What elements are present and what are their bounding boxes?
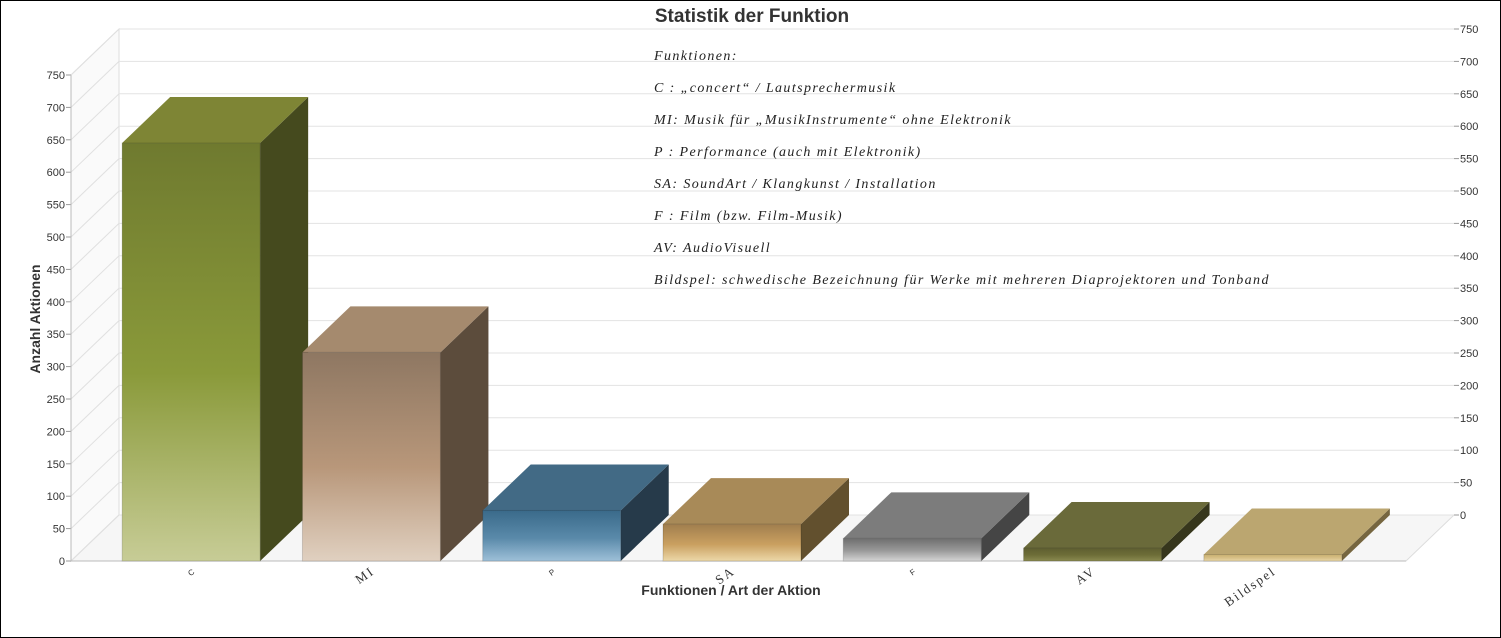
y-tick-label-right: 650 <box>1460 89 1478 101</box>
grid-line-diagonal <box>70 449 120 497</box>
grid-line-diagonal <box>70 482 120 529</box>
y-tick-label: 0 <box>59 556 65 568</box>
y-tick-label: 450 <box>47 264 65 276</box>
annotation-line: P : Performance (auch mit Elektronik) <box>653 145 922 160</box>
y-tick-label: 300 <box>47 362 65 374</box>
grid-line-diagonal <box>70 190 120 238</box>
bar-top <box>302 306 489 353</box>
bar-front <box>1203 554 1343 562</box>
grid-line-diagonal <box>70 320 120 367</box>
y-tick-label-right: 200 <box>1460 380 1478 392</box>
annotation-line: C : „concert“ / Lautsprechermusik <box>654 81 896 96</box>
bar-top <box>122 97 309 144</box>
annotation-line: Bildspel: schwedische Bezeichnung für We… <box>654 273 1270 288</box>
y-tick-label: 500 <box>47 232 65 244</box>
y-tick-label-right: 450 <box>1460 218 1478 230</box>
bar-bildspel <box>1203 508 1390 562</box>
x-tick-label: AV <box>1072 563 1098 587</box>
bar-top <box>663 478 849 525</box>
x-axis-title: Funktionen / Art der Aktion <box>641 582 820 598</box>
annotation-line: AV: AudioVisuell <box>653 241 771 256</box>
bar-front <box>482 509 622 562</box>
chart-title: Statistik der Funktion <box>655 6 849 27</box>
bar-front <box>842 537 982 562</box>
bar-top <box>843 492 1030 539</box>
y-tick-label: 600 <box>47 167 65 179</box>
bar-side <box>801 478 849 561</box>
bar-front <box>1023 547 1163 562</box>
x-tick-label: P <box>547 567 557 577</box>
bar-top <box>1203 508 1390 555</box>
grid-line-diagonal <box>70 223 120 270</box>
bar-side <box>1341 508 1390 561</box>
x-tick-label: MI <box>352 563 377 587</box>
y-tick-label-right: 300 <box>1460 316 1478 328</box>
annotation-line: F : Film (bzw. Film-Musik) <box>653 209 843 224</box>
y-tick-label: 700 <box>47 102 65 114</box>
grid-line-diagonal <box>70 385 120 432</box>
bar-mi <box>301 306 489 562</box>
y-tick-label-right: 50 <box>1460 478 1472 490</box>
bar-top <box>482 464 669 511</box>
bars <box>121 97 1390 562</box>
grid-line-diagonal <box>70 514 120 562</box>
y-tick-label: 150 <box>47 459 65 471</box>
bar-side <box>1161 502 1210 561</box>
y-tick-label-right: 350 <box>1460 283 1478 295</box>
y-tick-label-right: 250 <box>1460 348 1478 360</box>
x-tick-label: Bildspel <box>1221 563 1278 609</box>
y-tick-label-right: 150 <box>1460 413 1478 425</box>
grid-line-diagonal <box>70 125 120 173</box>
grid-line-diagonal <box>70 61 120 108</box>
y-tick-label: 750 <box>47 70 65 82</box>
y-tick-label-right: 750 <box>1460 24 1478 36</box>
y-tick-label-right: 700 <box>1460 56 1478 68</box>
annotation-line: Funktionen: <box>653 49 738 64</box>
y-tick-label: 650 <box>47 135 65 147</box>
bar-side <box>440 306 489 561</box>
bar-front <box>121 142 261 562</box>
grid-line-diagonal <box>70 287 120 335</box>
bar-side <box>981 492 1030 561</box>
y-axis-right: 0 50 100 150 200 250 300 350 400 450 500 550 600 650 7… <box>1454 24 1478 522</box>
y-tick-label-right: 500 <box>1460 186 1478 198</box>
bar-side <box>260 97 309 561</box>
y-tick-label-right: 0 <box>1460 510 1466 522</box>
annotation-line: SA: SoundArt / Klangkunst / Installation <box>654 177 937 192</box>
bar-side <box>620 464 669 561</box>
x-tick-label: F <box>908 567 917 577</box>
grid-line-diagonal <box>70 93 120 141</box>
grid-line-diagonal <box>70 158 120 205</box>
y-tick-label-right: 550 <box>1460 154 1478 166</box>
y-tick-label-right: 600 <box>1460 121 1478 133</box>
bar-sa <box>662 478 849 562</box>
annotation-line: MI: Musik für „MusikInstrumente“ ohne El… <box>653 113 1012 128</box>
bar-c <box>121 97 309 562</box>
grid-line-diagonal <box>70 255 120 303</box>
y-tick-label-right: 100 <box>1460 445 1478 457</box>
y-tick-label-right: 400 <box>1460 251 1478 263</box>
y-axis-title: Anzahl Aktionen <box>27 264 43 373</box>
y-tick-label: 250 <box>47 394 65 406</box>
y-tick-label: 50 <box>53 524 65 536</box>
bar-front <box>301 351 441 562</box>
y-tick-label: 350 <box>47 329 65 341</box>
grid-line-diagonal <box>70 28 120 76</box>
y-tick-label: 200 <box>47 426 65 438</box>
y-tick-label: 100 <box>47 491 65 503</box>
grid-line-diagonal <box>70 417 120 465</box>
y-tick-label: 400 <box>47 297 65 309</box>
x-tick-label: C <box>186 567 196 578</box>
y-tick-label: 550 <box>47 200 65 212</box>
bar-p <box>482 464 669 562</box>
grid-line-diagonal <box>70 352 120 400</box>
bar-av <box>1023 502 1210 562</box>
bar-f <box>842 492 1030 562</box>
bar-front <box>662 523 802 562</box>
annotation-block: Funktionen: C : „concert“ / Lautsprecherm… <box>653 49 1270 288</box>
bar-top <box>1023 502 1210 549</box>
